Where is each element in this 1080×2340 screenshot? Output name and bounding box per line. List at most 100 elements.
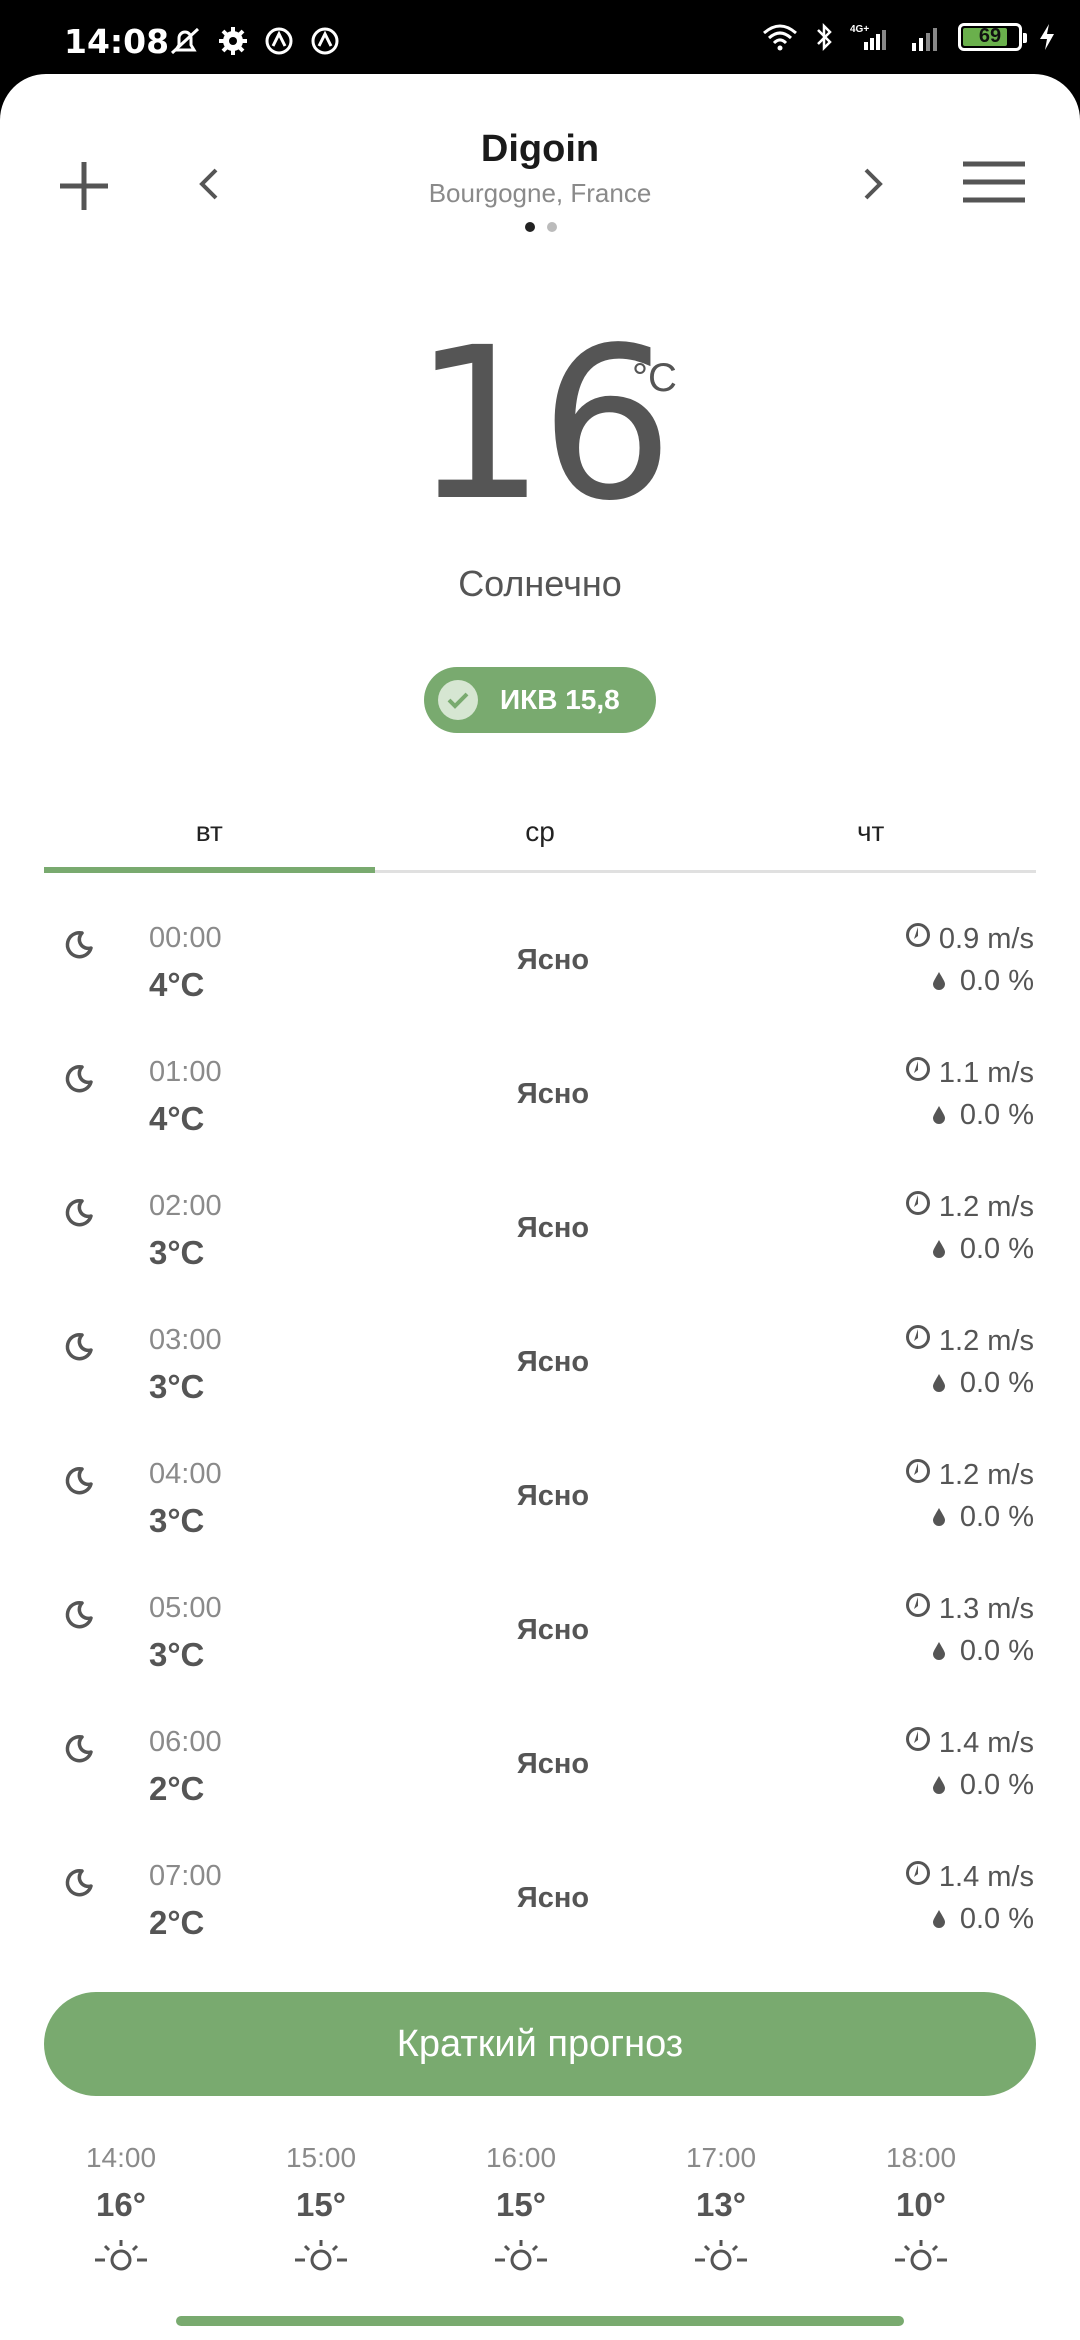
check-circle-icon [438,680,478,720]
temperature-unit: °C [632,356,677,400]
next-location-button[interactable] [852,158,896,210]
hour-time: 06:00 [149,1726,222,1758]
hour-temperature: 4°C [149,1100,205,1137]
hour-time: 07:00 [149,1860,222,1892]
moon-icon [64,1198,94,1233]
signal-icon [912,28,937,51]
precipitation-value: 0.0 % [959,1769,1034,1801]
wind-speed: 0.9 m/s [938,922,1034,955]
charging-icon [1040,24,1054,50]
sun-icon [641,2238,801,2274]
hour-time: 01:00 [149,1056,222,1088]
hour-condition: Ясно [516,1212,590,1244]
city-name: Digoin [480,128,600,170]
status-time: 14:08 [64,22,170,61]
tab-tuesday[interactable]: вт [44,800,375,873]
precipitation-value: 0.0 % [959,1233,1034,1265]
region-name: Bourgogne, France [428,178,652,208]
raindrop-icon [932,1635,946,1668]
short-forecast-time: 18:00 [885,2142,957,2173]
wind-speed: 1.4 m/s [938,1860,1034,1893]
wind-direction-icon [905,1324,931,1358]
hour-precipitation: 0.0 % [932,965,1034,998]
main-sheet [0,74,1080,2340]
previous-location-button[interactable] [186,158,230,210]
sun-icon [841,2238,1001,2274]
short-forecast-time: 14:00 [85,2142,157,2173]
brief-forecast-button[interactable]: Краткий прогноз [44,1992,1036,2096]
raindrop-icon [932,965,946,998]
chevron-right-icon [864,168,883,200]
hour-temperature: 3°C [149,1368,205,1405]
moon-icon [64,1868,94,1903]
short-forecast-item: 17:00 13° [641,2142,801,2274]
add-location-button[interactable] [54,156,114,216]
short-forecast-temperature: 15° [296,2186,346,2223]
hour-wind: 1.4 m/s [905,1860,1034,1894]
gesture-navigation-bar[interactable] [176,2316,904,2326]
wind-speed: 1.2 m/s [938,1458,1034,1491]
hour-time: 00:00 [149,922,222,954]
hour-time: 04:00 [149,1458,222,1490]
precipitation-value: 0.0 % [959,1903,1034,1935]
hour-condition: Ясно [516,1346,590,1378]
app-notification-icon [265,27,293,55]
moon-icon [64,1600,94,1635]
hour-time: 05:00 [149,1592,222,1624]
hour-temperature: 4°C [149,966,205,1003]
wind-direction-icon [905,1190,931,1224]
hour-time: 03:00 [149,1324,222,1356]
status-bar: 14:08 4G+ 69 [0,0,1080,78]
moon-icon [64,930,94,965]
hour-row: 00:00 4°C Ясно 0.9 m/s 0.0 % [0,900,1080,1034]
hour-row: 05:00 3°C Ясно 1.3 m/s 0.0 % [0,1570,1080,1704]
tab-wednesday[interactable]: ср [525,816,555,847]
hour-row: 02:00 3°C Ясно 1.2 m/s 0.0 % [0,1168,1080,1302]
current-temperature: 16 [412,302,673,547]
moon-icon [64,1734,94,1769]
moon-icon [64,1064,94,1099]
settings-gear-icon [219,27,247,55]
app-notification-icon-2 [311,27,339,55]
moon-icon [64,1466,94,1501]
sun-icon [41,2238,201,2274]
hour-row: 04:00 3°C Ясно 1.2 m/s 0.0 % [0,1436,1080,1570]
hamburger-menu-icon [963,161,1025,203]
wind-speed: 1.2 m/s [938,1190,1034,1223]
wind-speed: 1.2 m/s [938,1324,1034,1357]
short-forecast-item: 15:00 15° [241,2142,401,2274]
air-quality-badge[interactable]: ИКВ 15,8 [424,667,656,733]
raindrop-icon [932,1367,946,1400]
hour-precipitation: 0.0 % [932,1233,1034,1266]
short-forecast-item: 18:00 10° [841,2142,1001,2274]
hour-precipitation: 0.0 % [932,1635,1034,1668]
raindrop-icon [932,1769,946,1802]
status-icons-right: 4G+ 69 [762,22,1056,52]
page-indicator [525,222,557,232]
chevron-left-icon [199,168,218,200]
tab-thursday[interactable]: чт [856,816,885,847]
hour-wind: 1.2 m/s [905,1324,1034,1358]
hour-precipitation: 0.0 % [932,1903,1034,1936]
wind-direction-icon [905,1056,931,1090]
precipitation-value: 0.0 % [959,1635,1034,1667]
sun-icon [441,2238,601,2274]
wind-speed: 1.4 m/s [938,1726,1034,1759]
sun-icon [241,2238,401,2274]
page-dot-active [525,222,535,232]
menu-button[interactable] [956,156,1032,208]
hour-wind: 0.9 m/s [905,922,1034,956]
bluetooth-icon [817,22,832,52]
hour-row: 07:00 2°C Ясно 1.4 m/s 0.0 % [0,1838,1080,1972]
hour-wind: 1.2 m/s [905,1458,1034,1492]
hour-temperature: 2°C [149,1904,205,1941]
hourly-list: 00:00 4°C Ясно 0.9 m/s 0.0 % 01:00 4°C Ясно 1.1 … [0,900,1080,1972]
hour-temperature: 2°C [149,1770,205,1807]
hour-temperature: 3°C [149,1502,205,1539]
signal-4g-icon: 4G+ [850,24,886,50]
hour-condition: Ясно [516,1480,590,1512]
hour-condition: Ясно [516,1614,590,1646]
page-dot [547,222,557,232]
hour-precipitation: 0.0 % [932,1099,1034,1132]
hour-temperature: 3°C [149,1234,205,1271]
